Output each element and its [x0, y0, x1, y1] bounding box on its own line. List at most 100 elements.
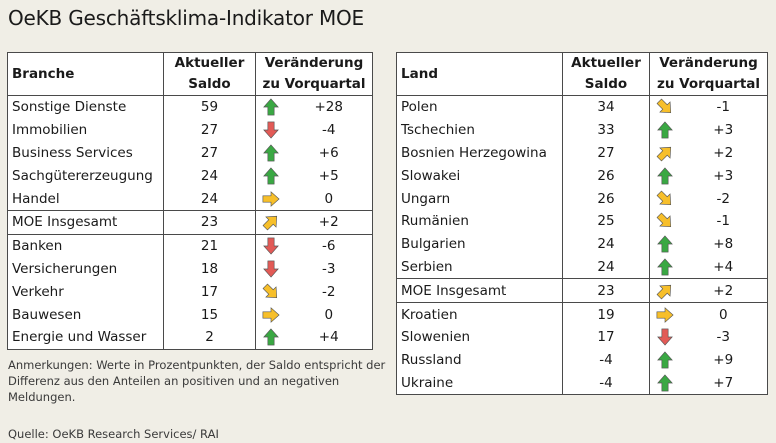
table-row: Russland -4 +9 — [397, 348, 768, 372]
saldo-value: 24 — [163, 187, 256, 211]
saldo-value: 24 — [163, 164, 256, 188]
row-label: Ungarn — [401, 190, 451, 207]
saldo-value: -4 — [562, 348, 650, 372]
saldo-value: 23 — [163, 209, 256, 235]
trend-cell — [255, 209, 286, 235]
row-label: Slowenien — [401, 329, 471, 346]
source-note: Quelle: OeKB Research Services/ RAI — [8, 427, 219, 441]
trend-cell — [255, 95, 286, 119]
arrow-up-icon — [656, 374, 674, 392]
arrow-up-right-icon — [656, 282, 674, 300]
branche-table-body: Sonstige Dienste 59 +28 Immobilien 27 -4 Busin… — [7, 95, 373, 350]
change-value: +3 — [713, 122, 734, 139]
arrow-up-icon — [656, 167, 674, 185]
row-label: Energie und Wasser — [12, 329, 147, 346]
row-label: Rumänien — [401, 213, 469, 230]
change-value: -3 — [322, 260, 336, 277]
change-value: +7 — [713, 374, 734, 391]
trend-cell — [649, 348, 680, 372]
arrow-up-icon — [656, 121, 674, 139]
arrow-up-icon — [656, 351, 674, 369]
table-row: Kroatien 19 0 — [396, 302, 768, 326]
trend-cell — [649, 325, 680, 349]
row-label: Bauwesen — [12, 306, 82, 323]
saldo-value: 2 — [163, 325, 256, 350]
column-header-land: Land — [396, 52, 563, 96]
row-label: Ukraine — [401, 374, 454, 391]
row-label: MOE Insgesamt — [7, 209, 164, 235]
row-label: Bosnien Herzegowina — [401, 144, 547, 161]
saldo-value: 24 — [562, 232, 650, 256]
saldo-value: 17 — [562, 325, 650, 349]
row-label: Handel — [12, 190, 60, 207]
table-row: Ungarn 26 -2 — [397, 187, 768, 210]
table-row: Bulgarien 24 +8 — [397, 232, 768, 256]
trend-cell — [255, 187, 286, 211]
change-value: -6 — [285, 233, 373, 258]
arrow-down-icon — [262, 121, 280, 139]
table-row: Slowenien 17 -3 — [397, 325, 768, 349]
trend-cell — [255, 233, 286, 258]
change-value: +2 — [679, 278, 768, 303]
arrow-up-right-icon — [262, 213, 280, 231]
saldo-value: 18 — [163, 257, 256, 281]
table-row: Tschechien 33 +3 — [397, 118, 768, 142]
change-value: +6 — [318, 144, 339, 161]
change-value: -3 — [716, 329, 730, 346]
saldo-value: 27 — [163, 118, 256, 142]
footnote: Anmerkungen: Werte in Prozentpunkten, de… — [8, 358, 386, 404]
trend-cell — [255, 257, 286, 281]
trend-cell — [649, 302, 680, 326]
arrow-up-icon — [656, 258, 674, 276]
trend-cell — [255, 141, 286, 165]
arrow-up-icon — [262, 144, 280, 162]
saldo-value: 26 — [562, 187, 650, 210]
trend-cell — [649, 232, 680, 256]
trend-cell — [649, 164, 680, 188]
row-label: Sonstige Dienste — [12, 99, 127, 116]
change-value: -2 — [716, 190, 730, 207]
row-label: Versicherungen — [12, 260, 118, 277]
table-row: Energie und Wasser 2 +4 — [8, 325, 373, 350]
table-row: Slowakei 26 +3 — [397, 164, 768, 188]
trend-cell — [649, 278, 680, 303]
table-row: Sonstige Dienste 59 +28 — [8, 95, 373, 119]
row-label: Sachgütererzeugung — [12, 167, 153, 184]
saldo-value: 59 — [163, 95, 256, 119]
arrow-down-right-icon — [656, 212, 674, 230]
trend-cell — [255, 164, 286, 188]
change-value: +9 — [713, 352, 734, 369]
change-value: -1 — [716, 213, 730, 230]
table-header-row: Branche Aktueller Saldo Veränderung zu V… — [7, 52, 373, 96]
saldo-value: 27 — [163, 141, 256, 165]
arrow-down-right-icon — [262, 283, 280, 301]
trend-cell — [255, 280, 286, 304]
arrow-right-icon — [262, 306, 280, 324]
row-label: Bulgarien — [401, 236, 466, 253]
saldo-value: 17 — [163, 280, 256, 304]
table-row: Versicherungen 18 -3 — [8, 257, 373, 281]
row-label: Serbien — [401, 258, 453, 275]
arrow-down-icon — [656, 328, 674, 346]
row-label: Tschechien — [401, 122, 475, 139]
change-value: 0 — [324, 190, 334, 207]
change-value: -4 — [322, 122, 336, 139]
land-table-body: Polen 34 -1 Tschechien 33 +3 Bosnien Herzegowi… — [396, 95, 768, 395]
trend-cell — [255, 118, 286, 142]
saldo-value: 25 — [562, 209, 650, 233]
row-label: Banken — [7, 233, 164, 258]
arrow-right-icon — [656, 306, 674, 324]
change-value: +4 — [318, 329, 339, 346]
saldo-value: -4 — [562, 371, 650, 395]
branche-table: Branche Aktueller Saldo Veränderung zu V… — [7, 52, 374, 350]
change-value: +4 — [713, 258, 734, 275]
saldo-value: 27 — [562, 141, 650, 165]
row-label: Immobilien — [12, 122, 88, 139]
table-row: Business Services 27 +6 — [8, 141, 373, 165]
change-value: +5 — [318, 167, 339, 184]
table-row: Serbien 24 +4 — [397, 255, 768, 279]
trend-cell — [649, 255, 680, 279]
row-label: Business Services — [12, 144, 133, 161]
trend-cell — [255, 303, 286, 326]
saldo-value: 24 — [562, 255, 650, 279]
